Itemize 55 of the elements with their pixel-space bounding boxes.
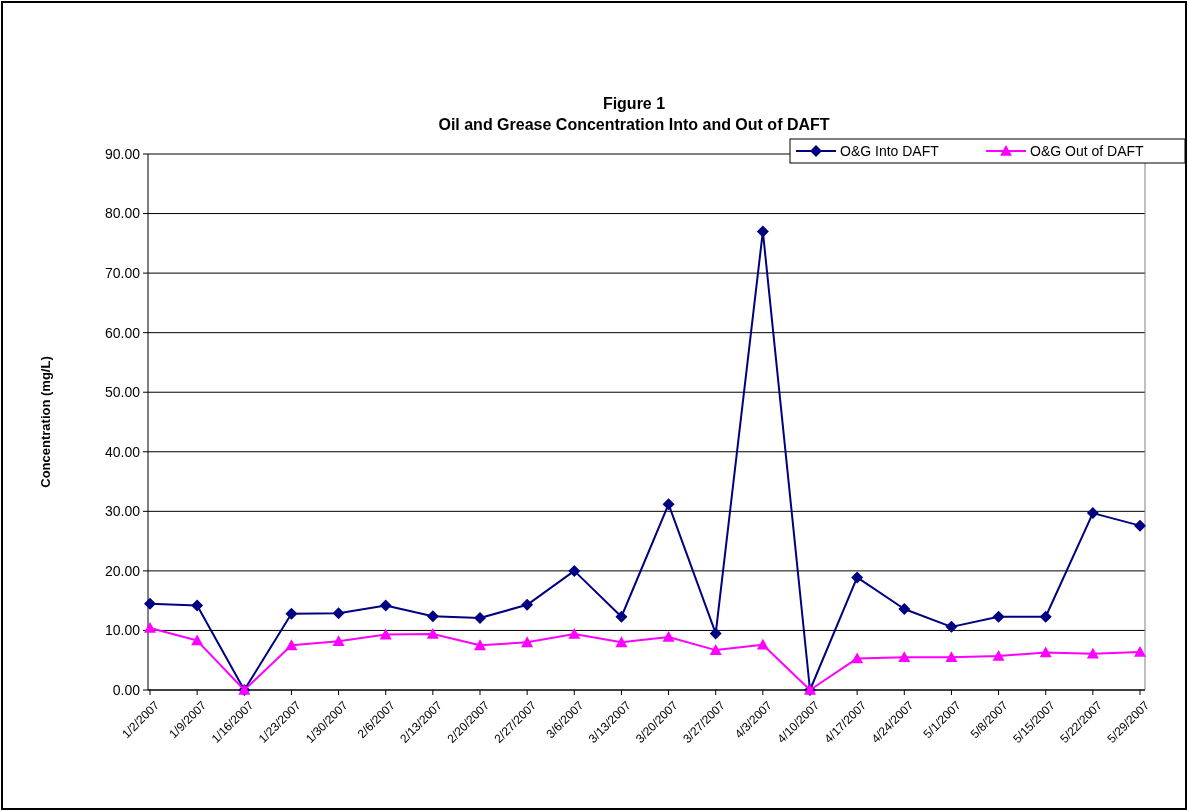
point [992, 650, 1005, 661]
chart-title: Figure 1 [602, 95, 666, 112]
y-tick-label: 80.00 [104, 205, 141, 222]
y-tick-label: 60.00 [104, 324, 141, 341]
point [426, 610, 439, 623]
point [332, 635, 345, 646]
y-tick-label: 90.00 [104, 145, 141, 162]
y-tick-label: 40.00 [104, 443, 141, 460]
y-tick-label: 50.00 [104, 384, 141, 401]
point [851, 571, 864, 584]
point [945, 651, 958, 663]
legend-label: O&G Out of DAFT [1030, 142, 1145, 159]
point [756, 225, 769, 238]
y-tick-label: 0.00 [112, 681, 141, 698]
y-axis-title: Concentration (mg/L) [38, 356, 53, 488]
point [898, 603, 911, 615]
point [1086, 647, 1099, 659]
point [615, 610, 628, 623]
point [1039, 610, 1052, 623]
point [945, 620, 958, 633]
y-tick-label: 30.00 [104, 503, 141, 520]
chart-subtitle: Oil and Grease Concentration Into and Out of DAFT [438, 116, 830, 133]
point [521, 636, 534, 648]
point [1039, 646, 1052, 658]
point [1134, 645, 1146, 657]
point [285, 639, 298, 651]
point [379, 628, 392, 640]
point [851, 652, 864, 664]
point [426, 628, 439, 639]
point [568, 628, 581, 639]
point [898, 651, 911, 663]
point [662, 631, 675, 642]
point [521, 598, 534, 611]
y-tick-label: 70.00 [104, 265, 141, 282]
point [474, 611, 486, 624]
point [568, 564, 581, 577]
point [709, 644, 722, 655]
point [992, 610, 1005, 623]
y-tick-label: 20.00 [104, 562, 141, 579]
point [332, 607, 345, 620]
point [144, 622, 156, 633]
point [709, 627, 722, 640]
point [615, 636, 628, 648]
point [285, 607, 298, 620]
point [1134, 519, 1146, 532]
y-tick-label: 10.00 [104, 622, 141, 639]
point [379, 599, 392, 612]
point [191, 634, 204, 646]
point [191, 599, 204, 612]
legend-label: O&G Into DAFT [840, 142, 940, 159]
point [756, 638, 769, 650]
point [474, 639, 486, 651]
point [1086, 507, 1099, 520]
point [144, 597, 156, 610]
point [662, 498, 675, 511]
